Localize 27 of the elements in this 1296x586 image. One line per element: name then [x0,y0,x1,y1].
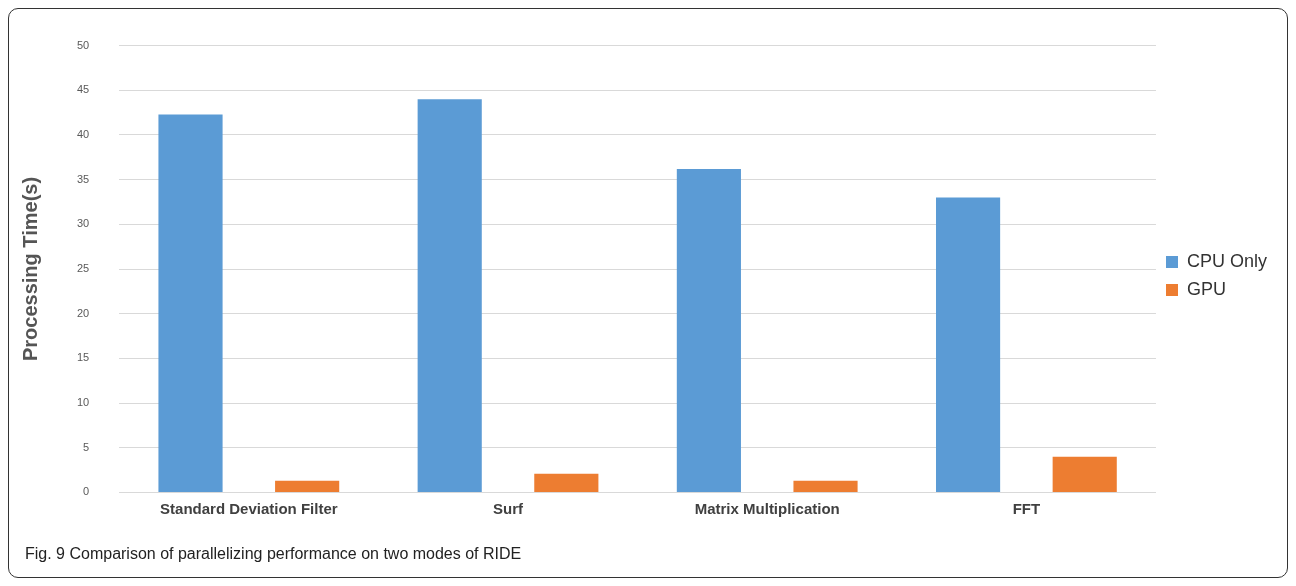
y-tick-label: 25 [76,262,90,275]
x-tick-label: Surf [493,499,525,517]
y-tick-label: 30 [76,217,90,230]
y-tick-label: 5 [83,440,90,453]
y-axis-title: Processing Time(s) [18,176,41,362]
y-tick-label: 20 [76,306,90,319]
y-tick-label: 35 [76,172,90,185]
caption: Fig. 9 Comparison of parallelizing performance on two modes of RIDE [25,545,522,563]
bar [1052,456,1117,492]
bar [158,114,223,492]
bar [676,168,741,492]
bar [936,197,1001,492]
y-tick-label: 50 [76,38,90,51]
y-tick-label: 40 [76,127,90,140]
y-tick-label: 10 [76,396,90,409]
bar [534,473,599,492]
y-tick-label: 15 [76,351,90,364]
x-tick-label: FFT [1012,499,1041,517]
legend-label: CPU Only [1186,250,1267,271]
bar [417,99,482,492]
x-tick-label: Matrix Multiplication [694,499,840,517]
bar [275,480,340,492]
x-tick-label: Standard Deviation Filter [160,499,338,517]
bar [793,480,858,492]
y-tick-label: 0 [83,485,90,498]
legend-label: GPU [1186,278,1226,299]
y-tick-label: 45 [76,83,90,96]
